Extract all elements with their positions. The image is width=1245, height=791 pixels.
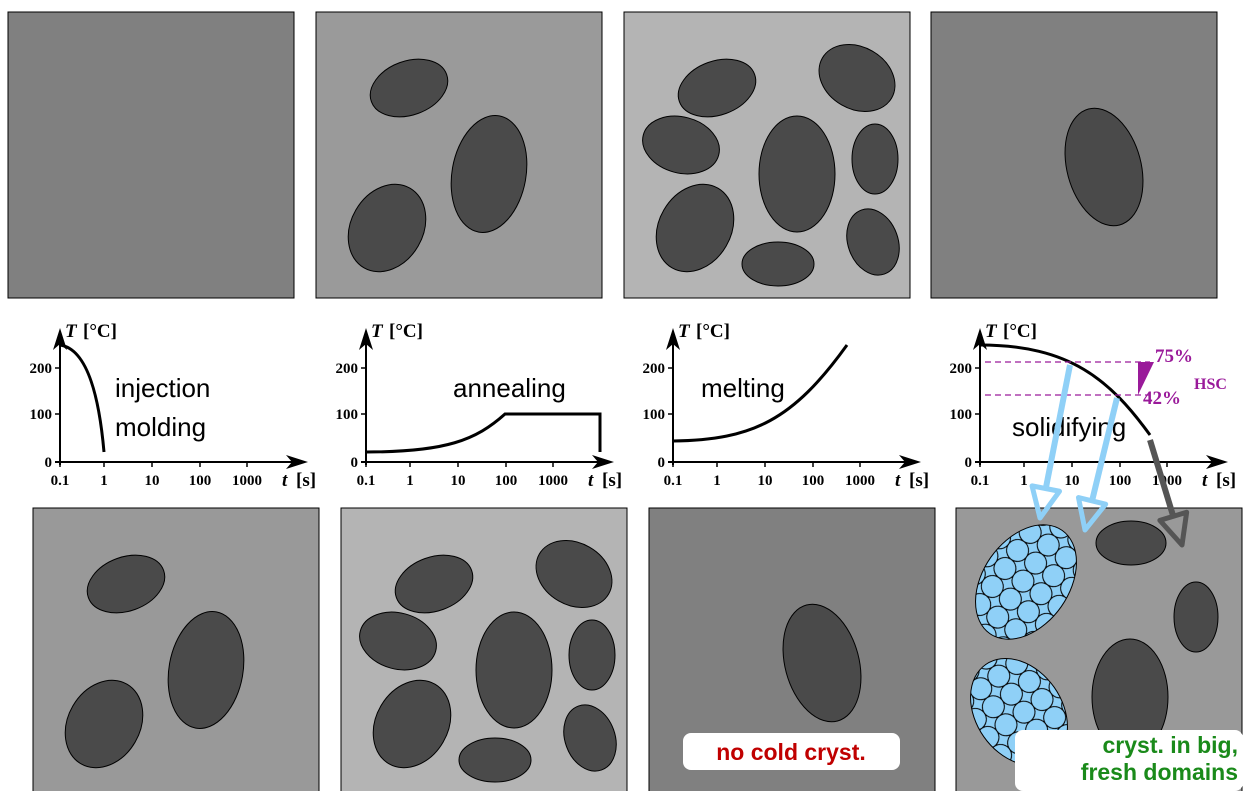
x-tick-label: 0.1 — [51, 473, 70, 489]
y-tick-label: 200 — [950, 361, 973, 377]
domain — [742, 242, 814, 286]
x-axis-unit: [s] — [602, 470, 622, 491]
y-tick-label: 100 — [643, 407, 666, 423]
x-tick-label: 0.1 — [357, 473, 376, 489]
x-tick-label: 0.1 — [971, 473, 990, 489]
domain — [852, 124, 898, 194]
x-tick-label: 100 — [1109, 473, 1132, 489]
x-axis-unit: [s] — [296, 470, 316, 491]
x-tick-label: 1 — [713, 473, 721, 489]
y-axis-label: T — [371, 321, 384, 342]
process-label: annealing — [453, 373, 566, 403]
note: no cold cryst. — [716, 739, 866, 765]
y-axis-unit: [°C] — [696, 321, 730, 342]
x-tick-label: 1000 — [232, 473, 262, 489]
y-tick-label: 0 — [658, 455, 666, 471]
x-tick-label: 10 — [145, 473, 160, 489]
domain — [1096, 521, 1166, 565]
domain — [476, 612, 552, 728]
domain — [759, 116, 835, 232]
x-tick-label: 1 — [406, 473, 414, 489]
x-tick-label: 10 — [758, 473, 773, 489]
note: cryst. in big, — [1103, 732, 1238, 758]
y-axis-unit: [°C] — [1003, 321, 1037, 342]
figure: T[°C]20010000.11101001000t[s]injectionmo… — [0, 0, 1245, 791]
sample-panel — [8, 12, 294, 298]
process-label: melting — [701, 373, 785, 403]
note: fresh domains — [1081, 759, 1238, 785]
y-tick-label: 100 — [30, 407, 53, 423]
x-axis-unit: [s] — [1216, 470, 1236, 491]
y-tick-label: 100 — [950, 407, 973, 423]
temperature-curve — [60, 345, 104, 452]
x-axis-label: t — [1202, 470, 1208, 491]
y-tick-label: 0 — [45, 455, 53, 471]
y-tick-label: 0 — [351, 455, 359, 471]
x-tick-label: 100 — [802, 473, 825, 489]
domain — [1174, 582, 1218, 652]
domain — [459, 738, 531, 782]
x-axis-label: t — [588, 470, 594, 491]
y-tick-label: 200 — [336, 361, 359, 377]
x-tick-label: 1 — [1020, 473, 1028, 489]
domain — [569, 620, 615, 690]
y-axis-unit: [°C] — [83, 321, 117, 342]
x-tick-label: 1 — [100, 473, 108, 489]
x-tick-label: 100 — [495, 473, 518, 489]
y-tick-label: 0 — [965, 455, 973, 471]
y-axis-label: T — [985, 321, 998, 342]
x-tick-label: 10 — [1065, 473, 1080, 489]
x-tick-label: 10 — [451, 473, 466, 489]
process-label: molding — [115, 412, 206, 442]
x-axis-unit: [s] — [909, 470, 929, 491]
x-axis-label: t — [282, 470, 288, 491]
y-tick-label: 200 — [30, 361, 53, 377]
level-tag: HSC — [1194, 376, 1227, 393]
y-axis-unit: [°C] — [389, 321, 423, 342]
temperature-curve — [366, 414, 600, 452]
x-tick-label: 1000 — [538, 473, 568, 489]
x-tick-label: 1000 — [845, 473, 875, 489]
y-tick-label: 100 — [336, 407, 359, 423]
x-axis-label: t — [895, 470, 901, 491]
y-axis-label: T — [678, 321, 691, 342]
y-tick-label: 200 — [643, 361, 666, 377]
level-label: 42% — [1143, 388, 1181, 409]
x-tick-label: 0.1 — [664, 473, 683, 489]
process-label: injection — [115, 373, 210, 403]
x-tick-label: 100 — [189, 473, 212, 489]
level-label: 75% — [1155, 346, 1193, 367]
y-axis-label: T — [65, 321, 78, 342]
